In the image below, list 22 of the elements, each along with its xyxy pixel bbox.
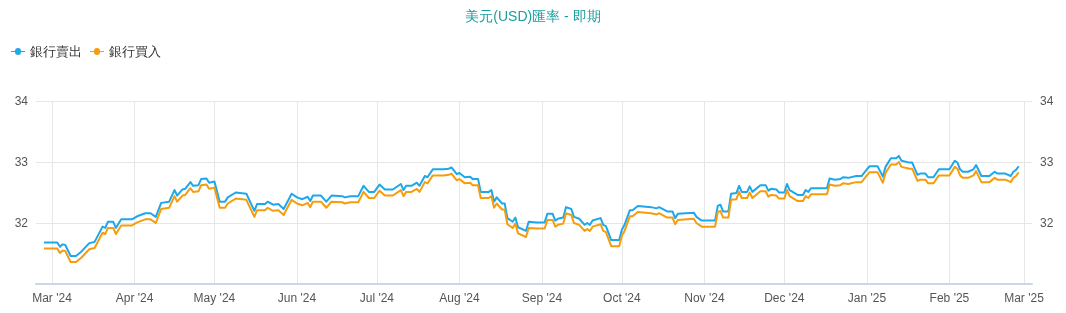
x-tick-label: Aug '24 [439, 291, 480, 305]
x-tick-label: Mar '24 [32, 291, 73, 305]
x-tick-label: Dec '24 [764, 291, 805, 305]
y2-tick-label: 32 [1040, 216, 1054, 230]
x-tick-label: Jun '24 [277, 291, 317, 305]
x-tick-label: Jul '24 [359, 291, 395, 305]
y2-tick-label: 33 [1040, 155, 1054, 169]
x-tick-label: Jan '25 [847, 291, 887, 305]
legend-label: 銀行買入 [109, 44, 161, 59]
x-tick-label: Apr '24 [115, 291, 154, 305]
x-tick-label: Nov '24 [684, 291, 725, 305]
chart-title: 美元(USD)匯率 - 即期 [465, 8, 601, 24]
x-tick-label: Feb '25 [929, 291, 970, 305]
y-tick-label: 33 [14, 155, 29, 169]
x-tick-label: May '24 [193, 291, 236, 305]
x-tick-label: Sep '24 [521, 291, 563, 305]
x-tick-label: Mar '25 [1004, 291, 1045, 305]
y2-tick-label: 34 [1040, 94, 1054, 108]
x-tick-label: Oct '24 [603, 291, 642, 305]
y-tick-label: 34 [14, 94, 29, 108]
y-tick-label: 32 [14, 216, 29, 230]
legend-label: 銀行賣出 [30, 44, 82, 59]
